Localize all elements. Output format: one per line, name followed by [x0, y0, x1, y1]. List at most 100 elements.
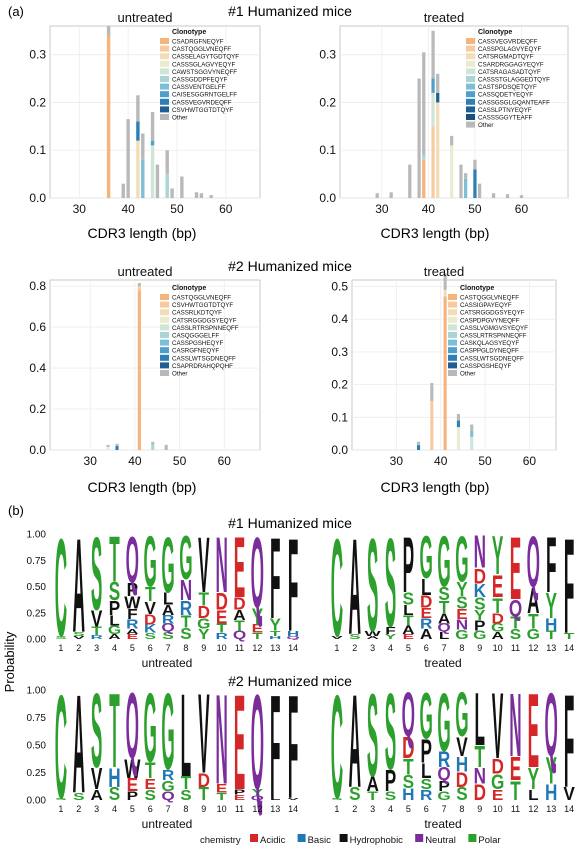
logo-letter: E — [492, 787, 504, 804]
bar-segment — [464, 173, 468, 179]
bar-segment — [477, 183, 482, 198]
logo-letter: A — [349, 510, 361, 663]
logo-letter: R — [126, 617, 138, 631]
bar-segment — [422, 52, 426, 155]
logo-letter: Q — [527, 523, 540, 603]
logo-letter: H — [287, 629, 299, 637]
bar-segment — [136, 140, 140, 198]
y-tick-label: 0.00 — [27, 635, 47, 646]
logo-letter: A — [527, 580, 539, 621]
y-tick-label: 0.1 — [331, 410, 348, 424]
logo-letter: S — [91, 516, 102, 632]
plot-area — [49, 279, 261, 451]
sequence-logo-2: VC1SA2AWS3YFS4EATLSP5AREDLG6LQATSG7GNESY… — [331, 510, 575, 670]
logo-letter: H — [402, 785, 414, 804]
logo-letter: C — [55, 666, 67, 830]
logo-letter: G — [473, 630, 486, 643]
position-label: 6 — [424, 804, 429, 814]
logo-letter: V — [73, 635, 85, 640]
y-tick-label: 0.3 — [29, 48, 46, 62]
logo-letter: S — [180, 626, 191, 643]
logo-letter: S — [474, 594, 485, 614]
x-tick-label: 40 — [434, 454, 448, 468]
bar-segment — [194, 192, 199, 198]
logo-letter: S — [403, 588, 414, 608]
legend-entry: CASSVENTGELFF — [172, 84, 226, 91]
y-tick-label: 0.8 — [29, 279, 46, 293]
legend-swatch — [466, 38, 475, 44]
logo-letter: E — [127, 632, 139, 640]
logo-letter: R — [162, 767, 175, 784]
logo-letter: A — [366, 774, 378, 797]
logo-title: untreated — [142, 656, 193, 670]
logo-letter: Q — [286, 635, 300, 640]
bar-segment — [436, 73, 440, 93]
legend-swatch — [448, 354, 457, 361]
logo-letter: T — [181, 611, 192, 631]
legend-swatch — [160, 38, 169, 44]
chemistry-swatch — [468, 834, 477, 842]
logo-letter: D — [474, 781, 486, 806]
legend-entry: CASSIGPAYEQYF — [460, 302, 512, 309]
logo-letter: T — [564, 631, 575, 641]
logo-letter: A — [349, 668, 361, 817]
bar-segment — [150, 145, 155, 198]
position-label: 10 — [217, 804, 227, 814]
logo-letter: Y — [474, 608, 486, 623]
y-tick-label: 0.2 — [331, 378, 348, 392]
legend-swatch — [466, 121, 475, 128]
y-tick-label: 0.1 — [29, 143, 46, 157]
legend-entry: CATSRGGDGSYEQYF — [460, 310, 525, 317]
clonotype-legend: Clonotype CASTQGGLVNEQFFCASSIGPAYEQYFCATS… — [448, 285, 528, 378]
logo-letter: Y — [545, 751, 557, 792]
logo-letter: N — [215, 669, 227, 812]
logo-letter: Y — [252, 605, 264, 630]
bar-segment — [443, 273, 447, 290]
legend-swatch — [466, 60, 475, 67]
position-label: 11 — [235, 643, 244, 653]
legend-entry: CASSSTGLAGGEDTQYF — [478, 77, 550, 84]
bar-segment — [106, 444, 110, 447]
logo-letter: L — [439, 630, 450, 641]
y-tick-label: 0.50 — [27, 582, 47, 593]
logo-letter: T — [216, 791, 227, 803]
legend-swatch — [448, 362, 457, 369]
logo-letter: E — [216, 783, 228, 796]
logo-letter: Y — [492, 524, 503, 586]
logo-letter: H — [545, 615, 557, 635]
bar-segment — [450, 145, 454, 198]
legend-swatch — [160, 60, 169, 67]
logo-letter: L — [403, 603, 414, 618]
bar-segment — [106, 26, 111, 36]
position-label: 7 — [166, 804, 171, 814]
legend-swatch — [448, 316, 457, 323]
position-label: 12 — [528, 643, 538, 653]
legend-entry: CASSVEGVRDEQFF — [478, 39, 538, 46]
logo-letter: Q — [233, 630, 246, 643]
logo-letter: S — [73, 630, 85, 637]
logo-letter: D — [420, 591, 432, 611]
section-title-a1: #1 Humanized mice — [228, 3, 352, 19]
legend-swatch — [160, 294, 169, 300]
legend-swatch — [448, 339, 457, 346]
x-tick-label: 50 — [478, 454, 492, 468]
bar-segment — [416, 445, 421, 450]
bar-segment — [137, 290, 141, 450]
bar-segment — [199, 193, 204, 198]
logo-letter: V — [91, 607, 103, 632]
position-label: 2 — [352, 643, 357, 653]
bar-segment — [456, 420, 460, 428]
x-tick-label: 60 — [523, 454, 537, 468]
legend-entry: CASSLRTRSPNNEQFF — [172, 325, 239, 332]
legend-swatch — [466, 45, 475, 52]
y-tick-label: 0.4 — [29, 361, 46, 375]
y-tick-label: 0.2 — [319, 95, 336, 109]
legend-entry: CASTQGGLVNEQFF — [172, 295, 231, 302]
bar-segment — [459, 164, 463, 198]
legend-entry: CASSVEGVRDEQFF — [172, 99, 232, 106]
logo-letter: G — [455, 679, 468, 750]
logo-letter: Q — [251, 794, 264, 801]
legend-swatch — [160, 347, 169, 354]
charts-layer: 0.00.10.20.330 40 50 60untreatedClonotypeCS… — [27, 10, 576, 831]
logo-letter: L — [181, 669, 191, 801]
